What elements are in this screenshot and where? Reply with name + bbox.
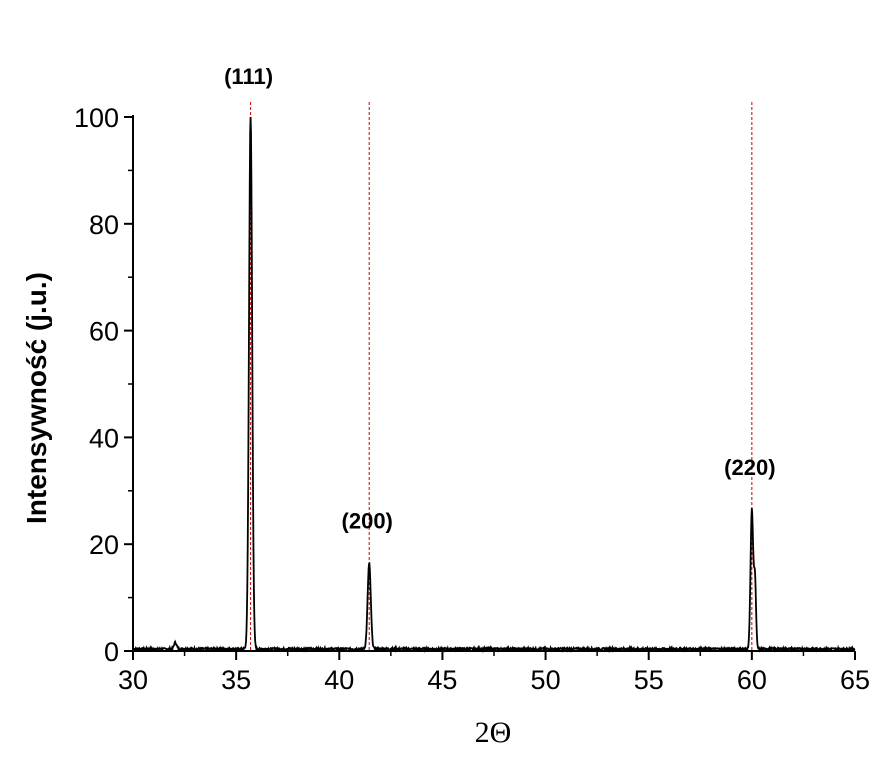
reference-lines [250,102,753,651]
y-tick-label: 40 [89,423,119,453]
x-tick-label: 55 [634,665,664,695]
tick-labels: 30 35 40 45 50 55 60 65 0 20 40 60 80 100 [74,103,870,695]
x-tick-label: 30 [118,665,148,695]
y-tick-label: 80 [89,210,119,240]
axes [124,115,856,660]
x-tick-label: 40 [324,665,354,695]
x-tick-label: 45 [427,665,457,695]
y-tick-label: 0 [104,637,119,667]
peak-label: (111) [224,64,273,89]
peak-label: (220) [724,455,775,480]
y-tick-label: 60 [89,317,119,347]
x-tick-label: 50 [531,665,561,695]
y-axis-title: Intensywność (j.u.) [21,272,52,524]
x-axis-title: 2Θ [475,716,512,749]
x-tick-label: 35 [221,665,251,695]
y-tick-label: 20 [89,530,119,560]
peak-labels: (111) (200) (220) [224,64,775,534]
y-tick-label: 100 [74,103,119,133]
peak-label: (200) [342,509,393,534]
xrd-pattern-line [132,116,856,654]
x-tick-label: 60 [737,665,767,695]
x-tick-label: 65 [840,665,870,695]
